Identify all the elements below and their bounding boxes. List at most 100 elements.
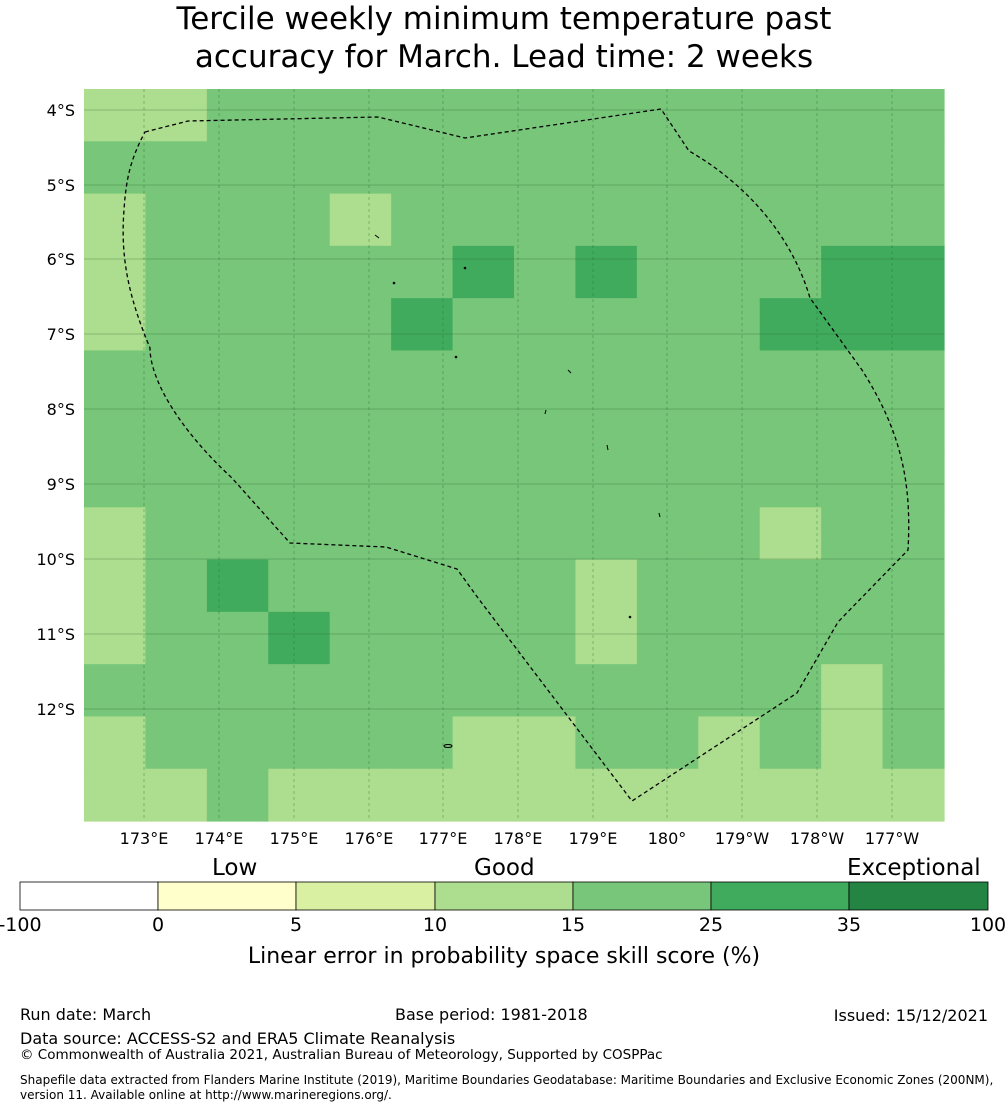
grid-cell (514, 193, 577, 247)
issued-date: Issued: 15/12/2021 (833, 1006, 988, 1025)
latitude-label: 5°S (47, 176, 75, 195)
colorbar-category-exceptional: Exceptional (847, 855, 981, 881)
colorbar-category-good: Good (474, 855, 535, 881)
grid-cell (698, 664, 761, 718)
grid-cell (329, 768, 392, 822)
grid-cell (636, 89, 699, 142)
grid-cell (882, 507, 945, 561)
grid-cell (391, 402, 454, 456)
grid-cell (206, 402, 269, 456)
grid-cell (268, 245, 331, 299)
longitude-label: 179°E (569, 829, 618, 848)
grid-cell (206, 141, 269, 195)
grid-cell (882, 350, 945, 404)
grid-cell (329, 611, 392, 665)
grid-cell (882, 245, 945, 299)
grid-cell (514, 298, 577, 352)
grid-cell (268, 402, 331, 456)
grid-cell (329, 664, 392, 718)
grid-cell (206, 350, 269, 404)
base-period: Base period: 1981-2018 (395, 1005, 588, 1024)
colorbar-tick: 5 (289, 914, 303, 936)
grid-cell (206, 664, 269, 718)
grid-cell (759, 455, 822, 508)
grid-cell (882, 611, 945, 665)
map-title: Tercile weekly minimum temperature past … (0, 0, 1008, 76)
grid-cell (698, 455, 761, 508)
grid-cell (84, 768, 147, 822)
grid-cell (575, 455, 638, 508)
colorbar-bar (19, 881, 989, 911)
grid-cell (759, 141, 822, 195)
grid-cell (84, 350, 147, 404)
grid-cell (575, 611, 638, 665)
latitude-label: 4°S (47, 101, 75, 120)
grid-cell (84, 245, 147, 299)
latitude-label: 10°S (36, 550, 75, 569)
grid-cell (882, 402, 945, 456)
grid-cell (268, 716, 331, 770)
grid-cell (145, 193, 208, 247)
grid-cell (329, 298, 392, 352)
grid-cell (268, 193, 331, 247)
grid-cell (206, 455, 269, 508)
colorbar-segment (295, 881, 436, 911)
grid-cell (452, 350, 515, 404)
longitude-label: 176°E (345, 829, 394, 848)
grid-cell (575, 768, 638, 822)
grid-cell (329, 89, 392, 142)
grid-cell (329, 716, 392, 770)
grid-cell (759, 298, 822, 352)
grid-cell (514, 141, 577, 195)
grid-cell (759, 507, 822, 561)
grid-cell (145, 716, 208, 770)
grid-cell (821, 611, 884, 665)
grid-cell (206, 559, 269, 613)
colorbar-tick: 15 (560, 914, 586, 936)
grid-cell (636, 768, 699, 822)
grid-cell (698, 298, 761, 352)
grid-cell (636, 716, 699, 770)
grid-cell (84, 193, 147, 247)
grid-cell (514, 350, 577, 404)
grid-cell (391, 89, 454, 142)
islands (374, 234, 661, 748)
grid-cell (821, 559, 884, 613)
grid-cell (145, 768, 208, 822)
grid-cell (759, 611, 822, 665)
grid-cell (882, 298, 945, 352)
grid-cell (821, 298, 884, 352)
grid-cell (698, 245, 761, 299)
longitude-label: 179°W (715, 829, 770, 848)
longitude-label: 175°E (270, 829, 319, 848)
grid-cell (329, 350, 392, 404)
grid-cell (329, 193, 392, 247)
grid-cell (514, 245, 577, 299)
grid-cell (575, 245, 638, 299)
grid-cell (391, 507, 454, 561)
grid-cell (821, 193, 884, 247)
grid-cell (514, 89, 577, 142)
grid-cell (84, 664, 147, 718)
grid-cell (514, 455, 577, 508)
grid-cell (882, 716, 945, 770)
grid-cell (698, 507, 761, 561)
grid-cell (84, 559, 147, 613)
colorbar-segment (572, 881, 712, 911)
latitude-labels: 4°S 5°S 6°S 7°S 8°S 9°S 10°S 11°S 12°S (36, 101, 75, 719)
grid-cell (452, 193, 515, 247)
grid-cell (821, 350, 884, 404)
grid-cell (821, 768, 884, 822)
colorbar-tick: 10 (422, 914, 448, 936)
grid-cell (759, 716, 822, 770)
longitude-label: 173°E (120, 829, 169, 848)
grid-cell (882, 768, 945, 822)
longitude-label: 180° (648, 829, 687, 848)
grid-cell (514, 611, 577, 665)
grid-cell (391, 455, 454, 508)
grid-cell (206, 245, 269, 299)
grid-cell (759, 402, 822, 456)
grid-cell (514, 402, 577, 456)
grid-cell (145, 507, 208, 561)
latitude-label: 7°S (47, 325, 75, 344)
